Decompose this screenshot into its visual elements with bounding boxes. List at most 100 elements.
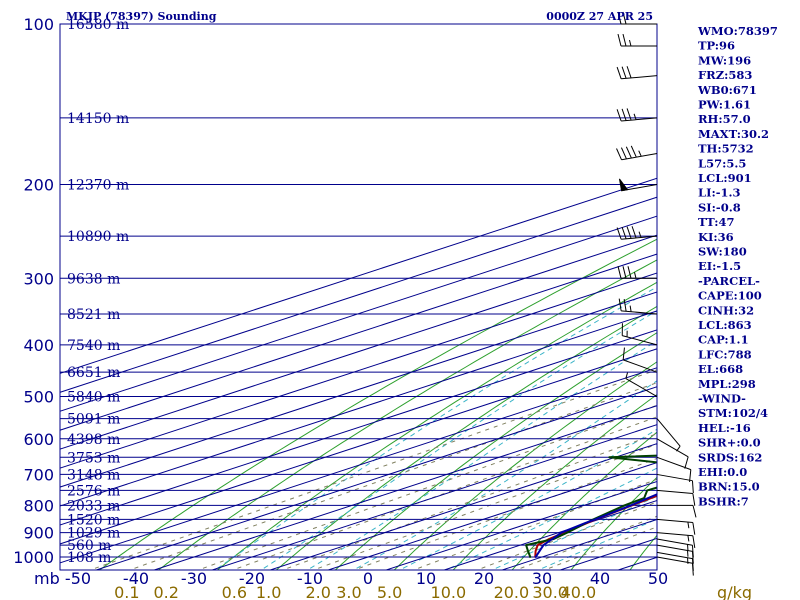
index-line: LI:-1.3 xyxy=(698,186,741,200)
wind-barb xyxy=(617,11,657,25)
mixing-ratio-line xyxy=(202,404,657,569)
wind-barb xyxy=(656,532,696,549)
dry-adiabat-line xyxy=(511,431,657,570)
mixing-ratio-label: 1.0 xyxy=(256,583,281,600)
isotherm-line xyxy=(60,234,657,431)
barb-full xyxy=(622,33,627,47)
temperature-tick-label: 40 xyxy=(590,569,610,588)
barb-staff xyxy=(656,532,693,537)
barb-staff xyxy=(621,310,658,315)
barb-half xyxy=(687,522,690,529)
isotherm-line xyxy=(60,310,657,507)
wind-barb xyxy=(656,473,694,494)
mixing-ratio-label: 40.0 xyxy=(561,583,597,600)
plot-border xyxy=(59,23,658,571)
isotherm-line xyxy=(268,443,657,570)
height-label: 9638 m xyxy=(67,271,120,287)
index-line: TH:5732 xyxy=(698,142,754,156)
index-line: MW:196 xyxy=(698,53,751,67)
wind-barb xyxy=(622,347,658,373)
barb-full xyxy=(692,505,697,518)
barb-half xyxy=(638,150,642,157)
index-line: FRZ:583 xyxy=(698,68,752,82)
barb-half xyxy=(629,305,632,312)
mixing-ratio-line xyxy=(237,416,657,569)
mixing-ratio-label: 2.0 xyxy=(305,583,330,600)
barb-full xyxy=(622,347,625,360)
barb-staff xyxy=(623,359,658,373)
dry-adiabat-line xyxy=(629,534,657,570)
barb-full xyxy=(618,298,622,311)
temperature-tick-label: -30 xyxy=(181,569,207,588)
height-label: 6651 m xyxy=(67,365,120,381)
barb-full xyxy=(691,545,694,558)
mixing-ratio-label: 0.2 xyxy=(154,583,179,600)
barb-full xyxy=(626,226,632,239)
index-line: LCL:863 xyxy=(698,318,752,332)
isobars xyxy=(60,24,657,558)
index-line: BRN:15.0 xyxy=(698,480,760,494)
index-line: SRDS:162 xyxy=(698,450,762,464)
index-line: MPL:298 xyxy=(698,377,756,391)
pressure-tick-label: 400 xyxy=(23,336,54,355)
temperature-tick-label: -50 xyxy=(65,569,91,588)
index-line: -WIND- xyxy=(698,392,746,406)
index-line: LFC:788 xyxy=(698,347,752,361)
temperature-tick-labels: -50 -40 -30 -20 -10 0 10 20 30 40 50 xyxy=(65,569,668,588)
dry-adiabats xyxy=(98,238,657,570)
barb-staff xyxy=(621,117,658,122)
barb-half xyxy=(633,113,637,120)
barb-staff xyxy=(656,518,693,524)
barb-pennant xyxy=(618,178,629,192)
barb-full xyxy=(617,266,622,279)
index-line: HEL:-16 xyxy=(698,421,751,435)
isotherm-line xyxy=(384,480,657,570)
barb-full xyxy=(692,535,696,549)
plot-frame xyxy=(59,23,658,571)
isotherm-line xyxy=(60,329,657,526)
barb-staff xyxy=(656,473,693,482)
wind-barb xyxy=(621,323,658,346)
temperature-tick-label: -40 xyxy=(123,569,149,588)
index-line: WMO:78397 xyxy=(697,24,778,38)
pressure-tick-label: 700 xyxy=(23,465,54,484)
isotherm-line xyxy=(152,405,657,570)
barb-staff xyxy=(656,556,693,564)
index-line: PW:1.61 xyxy=(698,98,751,112)
height-label: 3753 m xyxy=(67,450,120,466)
pressure-tick-labels: 100 200 300 400 500 600 700 800 900 1000 xyxy=(13,15,54,567)
pressure-tick-label: 800 xyxy=(23,496,54,515)
isotherm-line xyxy=(60,196,657,393)
moist-adiabat-line xyxy=(542,518,657,569)
index-line: RH:57.0 xyxy=(698,112,751,126)
wind-barb xyxy=(657,504,697,518)
barb-full xyxy=(617,11,622,25)
height-label: 560 m xyxy=(67,538,111,554)
barb-full xyxy=(620,147,627,160)
barb-full xyxy=(622,266,627,279)
barb-full xyxy=(684,456,689,469)
mixing-ratio-label: 0.6 xyxy=(222,583,247,600)
isotherm-line xyxy=(326,462,657,570)
pressure-tick-label: 200 xyxy=(23,175,54,194)
temperature-tick-label: 10 xyxy=(416,569,436,588)
height-label: 8521 m xyxy=(67,307,120,323)
mixing-ratio-labels: 0.1 0.2 0.6 1.0 2.0 3.0 5.0 10.0 20.0 30.040.0 xyxy=(114,583,596,600)
wind-barb xyxy=(656,438,689,469)
isotherm-line xyxy=(60,291,657,488)
barb-full xyxy=(623,298,627,312)
y-axis-unit: mb xyxy=(34,569,60,588)
temperature-tick-label: 50 xyxy=(648,569,668,588)
dry-adiabat-line xyxy=(98,238,657,570)
height-label: 5091 m xyxy=(67,412,120,428)
index-line: EI:-1.5 xyxy=(698,259,741,273)
index-line: BSHR:7 xyxy=(698,494,749,508)
barb-staff xyxy=(625,378,658,397)
barb-staff xyxy=(621,235,658,240)
barb-full xyxy=(630,145,637,158)
wind-barb xyxy=(616,108,658,122)
barb-staff xyxy=(656,538,693,546)
dry-adiabat-line xyxy=(216,281,657,570)
wind-barb xyxy=(656,456,692,482)
mixing-ratio-line xyxy=(318,443,657,569)
